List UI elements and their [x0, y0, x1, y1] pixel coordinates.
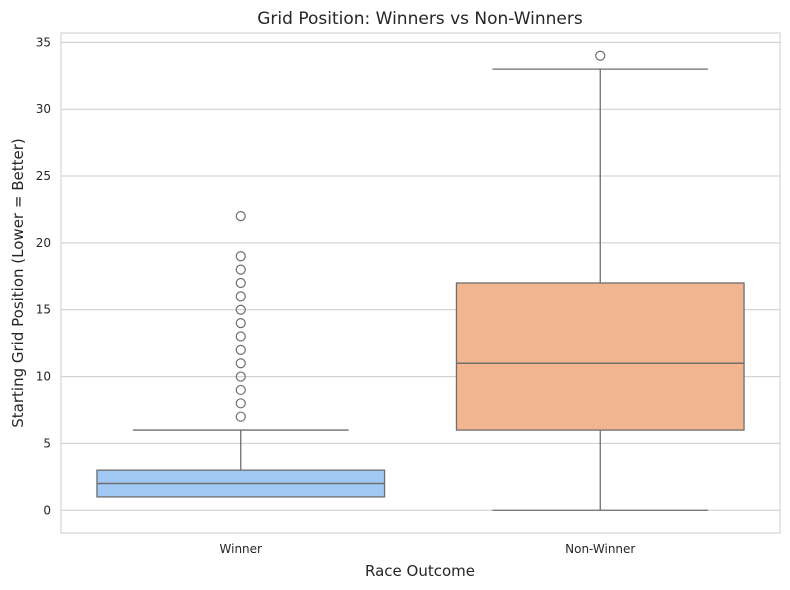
y-tick-label: 0 [43, 503, 51, 517]
y-axis-label: Starting Grid Position (Lower = Better) [9, 138, 27, 427]
outlier-point [235, 277, 246, 289]
outlier-point [595, 50, 606, 61]
outlier-point [235, 318, 246, 329]
gridlines [61, 41, 780, 511]
chart-title: Grid Position: Winners vs Non-Winners [257, 9, 583, 29]
x-tick-labels: Winner Non-Winner [220, 542, 636, 556]
outlier-point [235, 264, 246, 275]
outlier-point [235, 331, 246, 342]
boxes-layer [96, 50, 745, 511]
outlier-point [235, 371, 246, 382]
iqr-box [455, 282, 745, 431]
x-tick-label: Non-Winner [565, 542, 635, 556]
plot-frame [60, 32, 781, 534]
y-tick-label: 10 [36, 370, 51, 384]
outlier-point [235, 384, 246, 396]
y-tick-label: 30 [36, 102, 51, 116]
y-tick-label: 25 [36, 169, 51, 183]
y-tick-labels: 0 5 10 15 20 25 30 35 [36, 35, 51, 517]
box-group-non-winner [455, 50, 745, 511]
outlier-point [235, 251, 246, 262]
box-group-winner [96, 211, 386, 498]
outlier-point [235, 358, 246, 369]
outlier-point [235, 291, 246, 302]
y-tick-label: 5 [43, 436, 51, 450]
outlier-point [235, 304, 246, 315]
outlier-point [235, 398, 246, 409]
x-axis-label: Race Outcome [365, 562, 475, 580]
y-tick-label: 15 [36, 303, 51, 317]
outlier-point [235, 411, 246, 422]
y-tick-label: 35 [36, 35, 51, 49]
outlier-point [235, 211, 246, 222]
y-tick-label: 20 [36, 236, 51, 250]
outlier-point [235, 344, 246, 355]
x-tick-label: Winner [220, 542, 263, 556]
